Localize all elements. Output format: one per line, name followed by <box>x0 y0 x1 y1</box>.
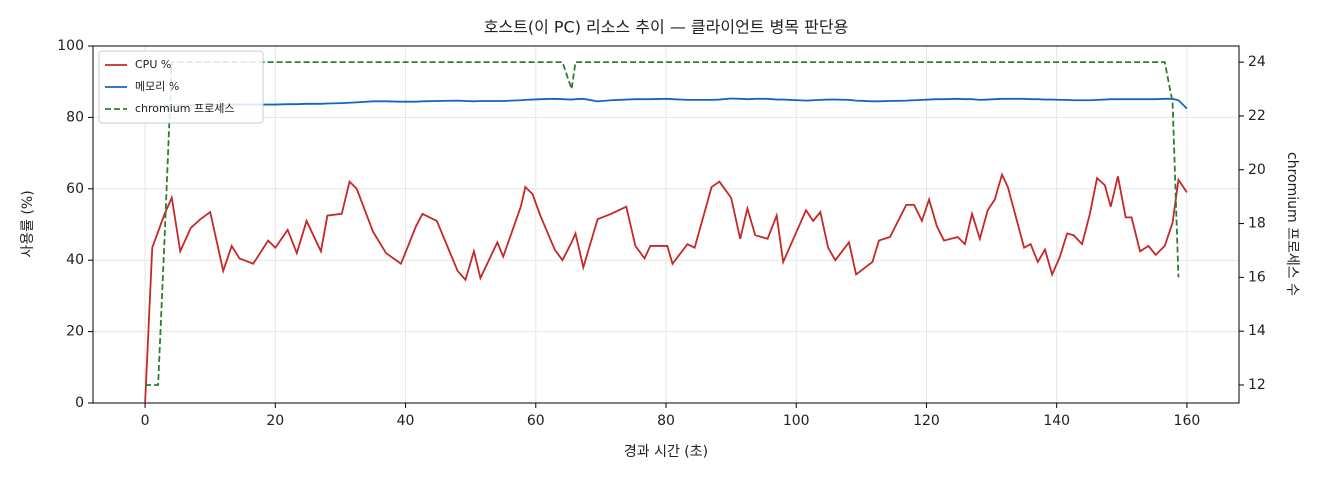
x-axis-label: 경과 시간 (초) <box>624 444 708 460</box>
chart-title: 호스트(이 PC) 리소스 추이 — 클라이언트 병목 판단용 <box>484 18 849 37</box>
y2-axis-label: chromium 프로세스 수 <box>1284 152 1300 296</box>
y-tick-label: 40 <box>66 252 84 268</box>
y2-tick-label: 12 <box>1248 377 1266 393</box>
y-tick-label: 60 <box>66 181 84 197</box>
plot-frame <box>92 45 1240 404</box>
y2-tick-label: 24 <box>1248 54 1266 70</box>
x-tick-label: 0 <box>141 413 150 429</box>
legend-box <box>98 50 264 124</box>
x-tick-label: 140 <box>1043 413 1070 429</box>
x-tick-label: 60 <box>527 413 545 429</box>
x-tick-label: 40 <box>397 413 415 429</box>
y2-tick-label: 14 <box>1248 323 1266 339</box>
series-line <box>145 97 1188 110</box>
legend-label: CPU % <box>135 58 171 71</box>
x-tick-label: 100 <box>783 413 810 429</box>
y-tick-label: 100 <box>57 38 84 54</box>
series-line <box>144 171 1188 404</box>
legend-label: 메모리 % <box>135 80 179 93</box>
x-tick-label: 80 <box>657 413 675 429</box>
y-tick-label: 0 <box>75 395 84 411</box>
y2-tick-label: 22 <box>1248 108 1266 124</box>
y-axis-label: 사용률 (%) <box>20 190 36 257</box>
legend-label: chromium 프로세스 <box>135 102 234 115</box>
x-tick-label: 20 <box>266 413 284 429</box>
series-line <box>145 61 1180 386</box>
legend: CPU % 메모리 % chromium 프로세스 <box>98 50 264 124</box>
y2-tick-label: 18 <box>1248 216 1266 232</box>
x-tick-label: 120 <box>913 413 940 429</box>
y2-tick-label: 20 <box>1248 162 1266 178</box>
y-tick-label: 20 <box>66 324 84 340</box>
x-tick-label: 160 <box>1174 413 1201 429</box>
y-tick-label: 80 <box>66 109 84 125</box>
y2-tick-label: 16 <box>1248 269 1266 285</box>
